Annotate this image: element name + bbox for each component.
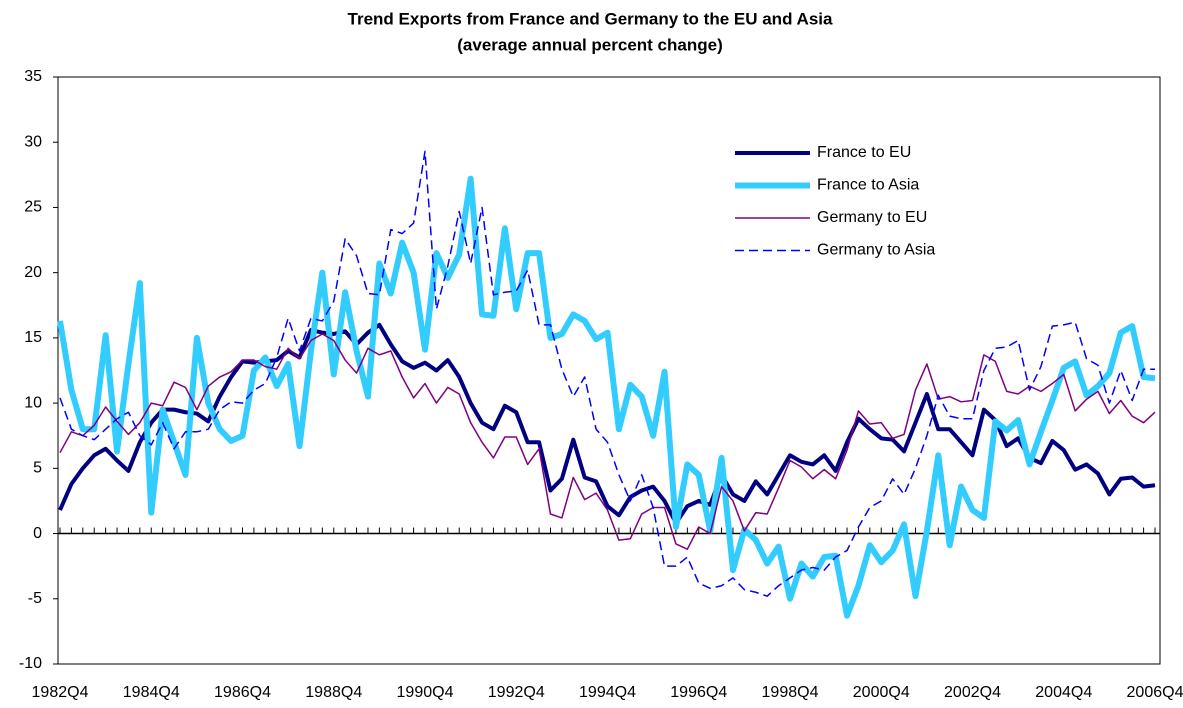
- y-tick-label: 30: [24, 133, 42, 150]
- legend-label: France to Asia: [817, 177, 919, 194]
- y-tick-label: 35: [24, 68, 42, 85]
- x-tick-label: 1982Q4: [32, 684, 89, 701]
- y-tick-label: 15: [24, 329, 42, 346]
- series-line: [57, 175, 1156, 619]
- x-tick-label: 2006Q4: [1127, 684, 1183, 701]
- y-tick-label: 0: [33, 525, 42, 542]
- x-tick-label: 1996Q4: [670, 684, 727, 701]
- x-tick-label: 1994Q4: [579, 684, 636, 701]
- y-tick-label: 25: [24, 199, 42, 216]
- plot-area: [57, 76, 1161, 665]
- x-tick-label: 1986Q4: [214, 684, 271, 701]
- y-tick-label: -5: [28, 590, 42, 607]
- y-tick-label: 5: [33, 460, 42, 477]
- series-line: [59, 333, 1156, 550]
- x-tick-label: 2000Q4: [853, 684, 910, 701]
- x-tick-label: 2002Q4: [944, 684, 1001, 701]
- chart-title: Trend Exports from France and Germany to…: [348, 9, 833, 28]
- x-tick-label: 1998Q4: [762, 684, 819, 701]
- series-line: [59, 150, 1155, 597]
- x-tick-label: 2004Q4: [1035, 684, 1092, 701]
- x-tick-label: 1992Q4: [488, 684, 545, 701]
- chart-subtitle: (average annual percent change): [457, 35, 722, 54]
- series-line: [58, 322, 1156, 526]
- x-tick-label: 1990Q4: [397, 684, 454, 701]
- y-tick-label: -10: [19, 655, 42, 672]
- y-tick-label: 10: [24, 394, 42, 411]
- y-tick-label: 20: [24, 264, 42, 281]
- x-tick-label: 1984Q4: [123, 684, 180, 701]
- x-tick-label: 1988Q4: [305, 684, 362, 701]
- legend-label: France to EU: [817, 144, 911, 161]
- legend-label: Germany to Asia: [817, 242, 935, 259]
- legend-label: Germany to EU: [817, 209, 927, 226]
